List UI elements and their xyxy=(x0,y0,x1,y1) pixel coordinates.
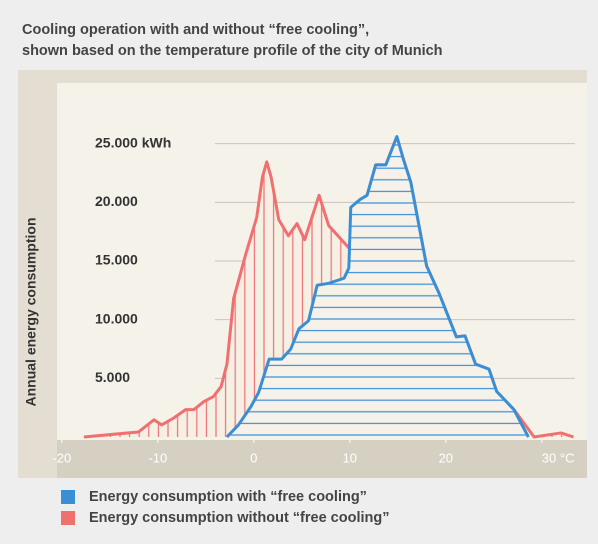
x-tick-label: -20 xyxy=(52,450,71,465)
x-tick-label: -10 xyxy=(148,450,167,465)
y-tick-label: 15.000 xyxy=(95,252,138,268)
y-tick-label: 5.000 xyxy=(95,369,130,385)
x-axis-band xyxy=(57,440,587,478)
chart-title: Cooling operation with and without “free… xyxy=(22,22,369,38)
x-tick-label: 30 °C xyxy=(542,450,575,465)
y-tick-label: 10.000 xyxy=(95,310,138,326)
legend-label: Energy consumption without “free cooling… xyxy=(89,510,389,526)
area-fill xyxy=(226,136,529,438)
y-axis-label: Annual energy consumption xyxy=(23,217,39,406)
legend-label: Energy consumption with “free cooling” xyxy=(89,489,367,505)
x-tick-label: 20 xyxy=(439,450,453,465)
y-tick-label: 25.000 kWh xyxy=(95,134,171,150)
legend-swatch xyxy=(61,490,75,504)
x-tick-label: 10 xyxy=(343,450,357,465)
legend-swatch xyxy=(61,511,75,525)
x-tick-label: 0 xyxy=(250,450,257,465)
y-tick-label: 20.000 xyxy=(95,193,138,209)
chart-title: shown based on the temperature profile o… xyxy=(22,43,443,59)
series-line xyxy=(225,135,530,439)
